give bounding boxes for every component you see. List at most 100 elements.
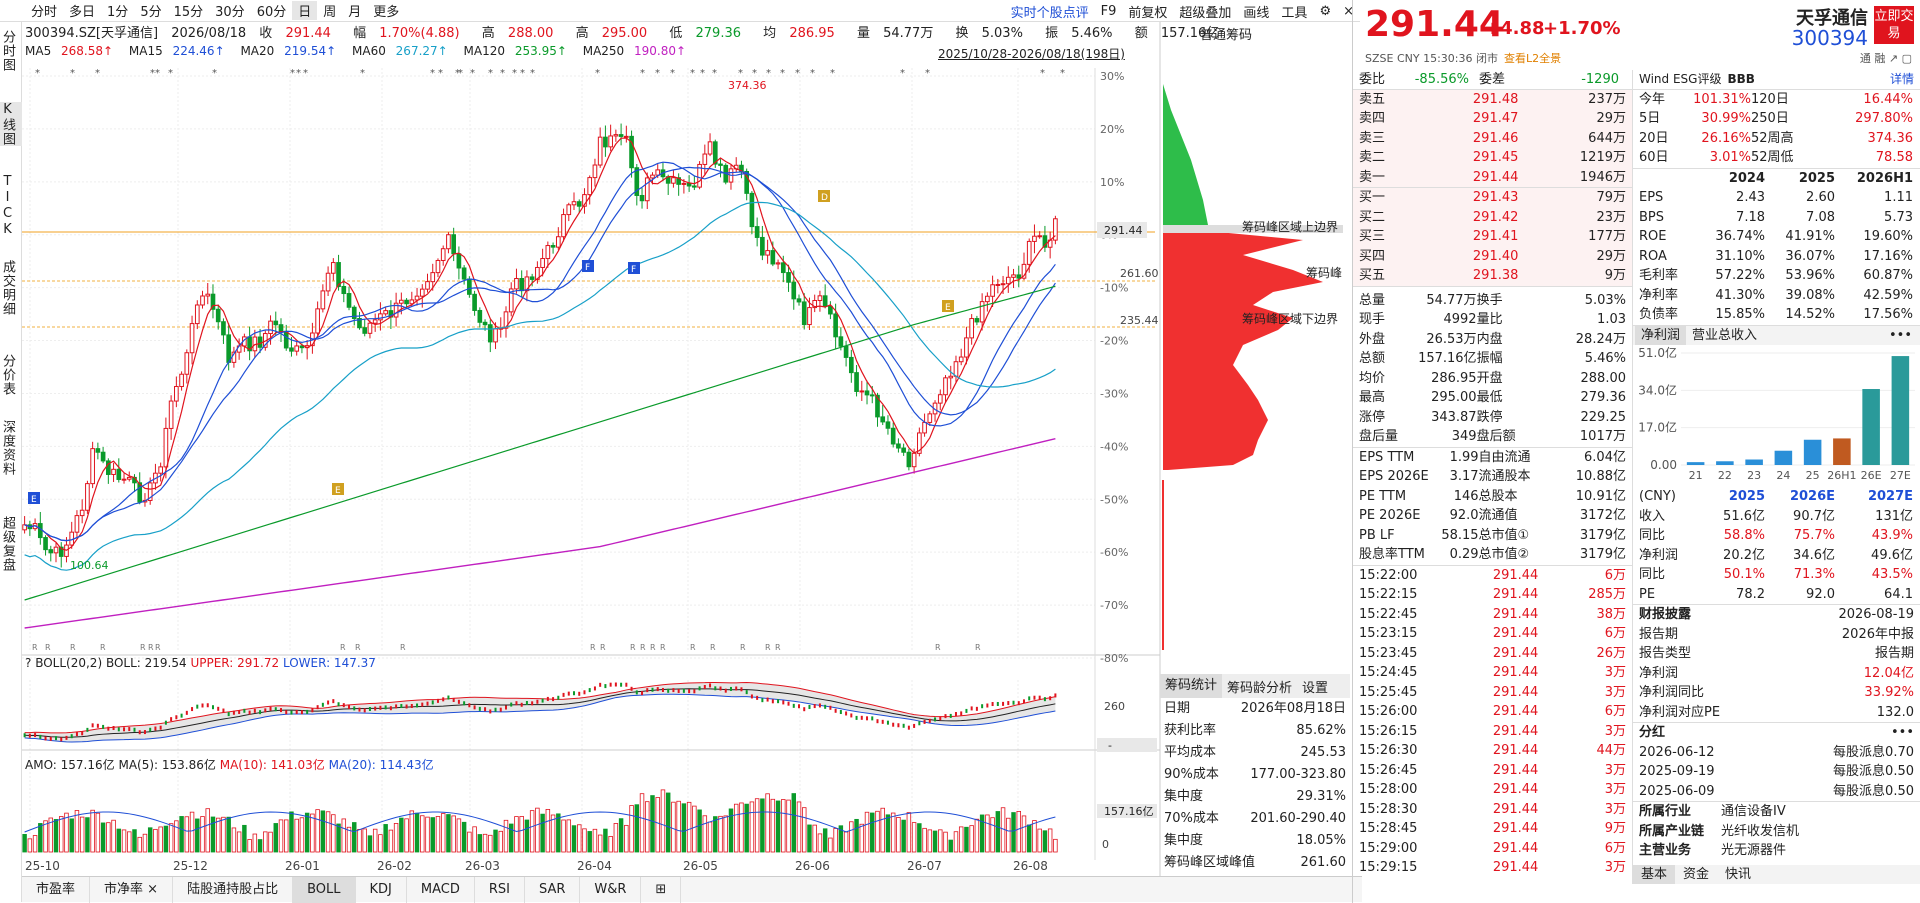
candle-body — [791, 281, 797, 300]
tab-revenue[interactable]: 营业总收入 — [1692, 327, 1758, 343]
volume-bar — [482, 833, 488, 853]
ind-tab-macd[interactable]: MACD — [407, 876, 475, 903]
ind-tab-pb[interactable]: 市净率 × — [90, 876, 174, 903]
candle-body — [754, 226, 760, 238]
candle-body — [686, 182, 692, 187]
add-indicator-icon[interactable]: ⊞ — [641, 876, 682, 903]
candle-body — [289, 347, 294, 352]
volume-bar — [440, 813, 446, 853]
date-range-link[interactable]: 2025/10/28-2026/08/18(198日) — [938, 47, 1125, 61]
boll-candle — [698, 686, 701, 691]
volume-bar — [336, 823, 341, 853]
esg-detail-link[interactable]: 详情 — [1889, 72, 1914, 86]
volume-bar — [27, 838, 33, 853]
volume-bar — [938, 829, 943, 853]
volume-bar — [273, 823, 278, 853]
vtab-kline[interactable]: K线图 — [0, 102, 22, 146]
f9-button[interactable]: F9 — [1100, 3, 1117, 19]
draw-button[interactable]: 画线 — [1243, 5, 1270, 21]
tick-row: 15:22:15 291.44 285万 — [1359, 587, 1627, 602]
star-mark: * — [360, 68, 365, 79]
change-label: 幅 — [353, 26, 367, 41]
r-mark: R — [640, 643, 646, 652]
close-icon[interactable]: × — [1343, 3, 1354, 19]
tab-basic[interactable]: 基本 — [1633, 864, 1676, 884]
period-tab-day[interactable]: 日 — [292, 1, 318, 20]
tab-chip-stats[interactable]: 筹码统计 — [1160, 674, 1223, 698]
volume-bar — [723, 815, 728, 853]
candle-body — [749, 192, 755, 228]
vtab-fenshi[interactable]: 分时图 — [0, 30, 15, 72]
overlay-button[interactable]: 超级叠加 — [1179, 5, 1232, 21]
period-tab-month[interactable]: 月 — [348, 5, 362, 20]
ind-tab-sar[interactable]: SAR — [525, 876, 581, 903]
chip-profit-area — [1163, 84, 1218, 232]
dividend-more-icon[interactable]: ••• — [1890, 725, 1914, 740]
volume-bar — [153, 828, 158, 853]
vtab-review[interactable]: 超级复盘 — [0, 516, 15, 572]
ind-tab-wr[interactable]: W&R — [580, 876, 642, 903]
boll-candle — [975, 706, 978, 711]
candle-body — [493, 328, 498, 343]
boll-candle — [515, 701, 518, 706]
period-tab-30min[interactable]: 30分 — [215, 5, 245, 20]
candle-body — [985, 295, 990, 303]
star-mark: * — [640, 68, 645, 79]
vtab-price-dist[interactable]: 分价表 — [0, 354, 15, 396]
ind-tab-hk-hold[interactable]: 陆股通持股占比 — [173, 876, 294, 903]
tab-chip-age[interactable]: 筹码龄分析 — [1227, 680, 1293, 696]
vtab-trade-detail[interactable]: 成交明细 — [0, 260, 15, 316]
x-date-tick: 26-05 — [683, 859, 718, 873]
candle-body — [519, 277, 525, 292]
boll-candle — [766, 697, 769, 702]
candle-body — [1037, 235, 1043, 238]
boll-candle — [368, 707, 371, 712]
period-tab-5min[interactable]: 5分 — [140, 5, 162, 20]
mean-value: 286.95 — [789, 26, 835, 41]
candle-body — [597, 136, 603, 166]
period-tab-multiday[interactable]: 多日 — [69, 5, 96, 20]
settings-icon[interactable]: ⚙ — [1319, 3, 1332, 19]
ind-tab-pe[interactable]: 市盈率 — [22, 876, 91, 903]
volume-bar — [514, 816, 519, 853]
volume-bar — [990, 817, 995, 853]
l2-link[interactable]: 查看L2全景 — [1503, 52, 1562, 65]
r-mark: R — [935, 643, 941, 652]
chip-lower-label: 筹码峰区域下边界 — [1242, 312, 1338, 326]
kline-chart[interactable]: * * * * * * * * * * * * * ** * * * * * * * * * * * * * * * * * * * * * * * *R… — [0, 0, 1352, 876]
ind-tab-boll[interactable]: BOLL — [293, 876, 356, 903]
stock-comment-link[interactable]: 实时个股点评 — [1010, 5, 1089, 21]
volume-bar — [822, 828, 828, 853]
star-mark: * — [700, 68, 705, 79]
boll-candle — [264, 708, 267, 713]
period-tab-week[interactable]: 周 — [323, 5, 337, 20]
tab-chip-settings[interactable]: 设置 — [1302, 680, 1329, 696]
volume-bar — [812, 824, 817, 853]
period-tab-more[interactable]: 更多 — [373, 5, 400, 20]
amo-ma5: MA(5): 153.86亿 — [118, 758, 216, 772]
volume-bar — [184, 816, 190, 853]
boll-candle — [65, 735, 68, 740]
tab-news[interactable]: 快讯 — [1725, 866, 1752, 882]
adjust-button[interactable]: 前复权 — [1128, 5, 1168, 21]
boll-help-icon[interactable]: ? — [25, 656, 32, 670]
ind-tab-rsi[interactable]: RSI — [475, 876, 525, 903]
bid-row: 买五 291.38 9万 — [1359, 268, 1626, 283]
period-tab-1min[interactable]: 1分 — [107, 5, 129, 20]
tools-button[interactable]: 工具 — [1281, 5, 1308, 21]
period-tab-60min[interactable]: 60分 — [256, 5, 287, 20]
more-icon[interactable]: ••• — [1888, 327, 1912, 343]
ind-tab-kdj[interactable]: KDJ — [356, 876, 407, 903]
vtab-tick[interactable]: TICK — [0, 174, 15, 238]
star-mark: * — [303, 68, 308, 79]
period-tab-fenshi[interactable]: 分时 — [31, 5, 58, 20]
boll-candle — [907, 725, 910, 730]
bar-y-tick: 17.0亿 — [1638, 420, 1677, 435]
vtab-deep-data[interactable]: 深度资料 — [0, 420, 15, 476]
volume-bar — [210, 816, 216, 853]
trade-button[interactable]: 立即交易 — [1874, 6, 1914, 44]
period-tab-15min[interactable]: 15分 — [173, 5, 204, 20]
boll-candle — [217, 706, 220, 711]
tab-fund-flow[interactable]: 资金 — [1683, 866, 1710, 882]
tab-net-profit[interactable]: 净利润 — [1635, 325, 1687, 345]
